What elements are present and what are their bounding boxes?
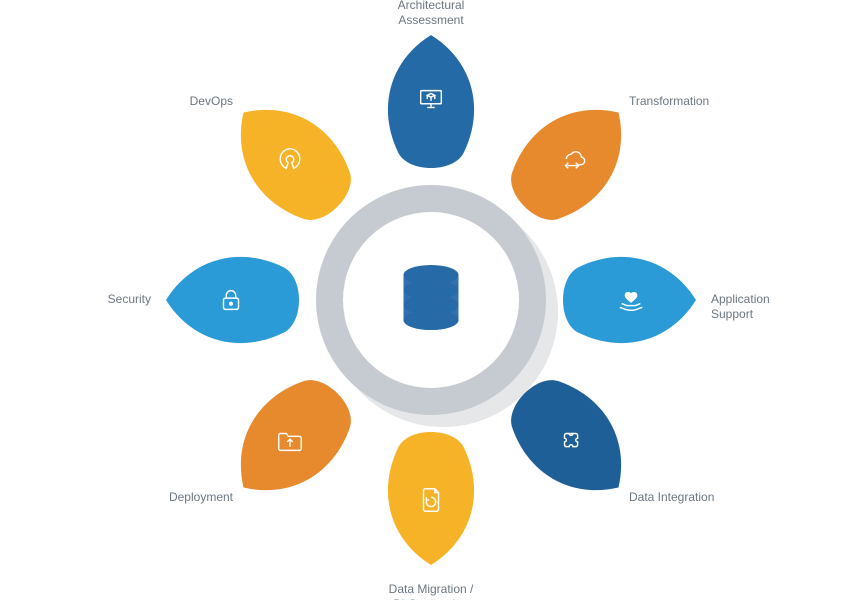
label-0: Architectural Assessment <box>398 0 465 28</box>
diagram-stage: Architectural Assessment Transformation … <box>0 0 863 600</box>
petal-6 <box>166 245 306 355</box>
center-outer-circle <box>316 185 546 415</box>
petal-4 <box>376 425 486 565</box>
label-3: Data Integration <box>629 490 714 505</box>
center-inner-circle <box>343 212 519 388</box>
label-5: Deployment <box>169 490 233 505</box>
label-1: Transformation <box>629 94 709 109</box>
label-7: DevOps <box>190 94 233 109</box>
database-icon <box>391 260 471 340</box>
label-6: Security <box>108 292 151 307</box>
label-4: Data Migration / BI Conversion <box>389 582 474 600</box>
petal-0 <box>376 35 486 175</box>
petal-2 <box>556 245 696 355</box>
label-2: Application Support <box>711 292 770 322</box>
